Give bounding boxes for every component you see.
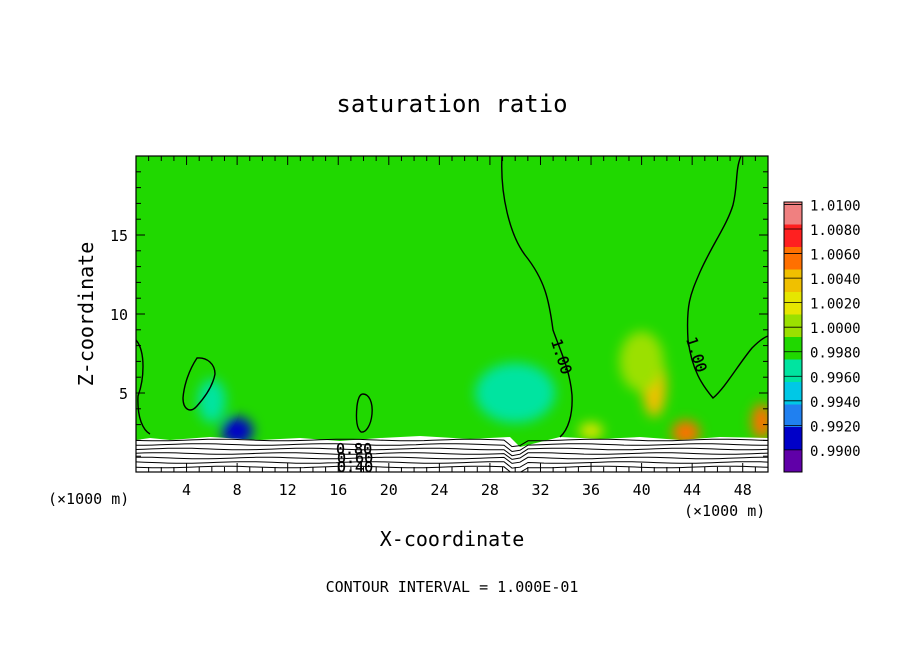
x-tick-label: 36 <box>582 481 600 499</box>
colorbar-swatch <box>784 314 802 338</box>
colorbar-swatch <box>784 449 802 473</box>
colorbar-swatch <box>784 269 802 293</box>
contour-interval-note: CONTOUR INTERVAL = 1.000E-01 <box>326 578 579 596</box>
terrain-contour-line <box>136 456 768 464</box>
colorbar-label: 0.9900 <box>810 444 861 460</box>
y-tick-label: 10 <box>110 306 128 324</box>
colorbar-swatch <box>784 292 802 315</box>
x-tick-label: 16 <box>329 481 347 499</box>
contour-closed-west <box>182 357 216 411</box>
y-axis-label: Z-coordinate <box>74 242 98 387</box>
contour-label-list: 1.00 1.00 0.80 0.60 0.40 <box>336 335 711 477</box>
colorbar-label: 0.9920 <box>810 419 861 435</box>
contour-left-edge <box>136 339 151 435</box>
colorbar-swatch <box>784 427 802 450</box>
x-tick-label: 24 <box>430 481 448 499</box>
colorbar-swatch <box>784 337 802 360</box>
terrain-contour-line <box>136 443 768 453</box>
colorbar-label: 1.0000 <box>810 321 861 337</box>
colorbar-swatch <box>784 247 802 270</box>
colorbar-frame <box>783 201 803 473</box>
field-feature <box>619 331 664 392</box>
terrain-contour-line <box>136 452 768 460</box>
field-feature <box>579 422 604 439</box>
field-feature <box>751 403 768 440</box>
field-feature <box>221 416 254 445</box>
contour-label: 0.60 <box>337 449 373 467</box>
x-tick-label: 44 <box>683 481 701 499</box>
terrain-contour-line <box>136 438 768 448</box>
y-tick-label: 15 <box>110 227 128 245</box>
terrain-contours <box>136 438 768 472</box>
x-tick-label: 48 <box>734 481 752 499</box>
colorbar-label: 1.0060 <box>810 248 861 264</box>
terrain-contour-line <box>136 447 768 457</box>
x-axis-label: X-coordinate <box>380 527 525 551</box>
contour-closed-mid <box>355 393 373 433</box>
colorbar-label: 1.0100 <box>810 198 861 214</box>
chart-title: saturation ratio <box>336 90 567 118</box>
colorbar-label: 1.0040 <box>810 272 861 288</box>
colorbar-label: 0.9960 <box>810 370 861 386</box>
contour-1-00-west <box>501 156 573 438</box>
y-axis: 5 10 15 <box>110 171 768 457</box>
x-tick-label: 12 <box>279 481 297 499</box>
x-axis: 4 8 12 16 20 24 28 32 36 40 44 48 <box>148 156 756 499</box>
field-feature <box>475 363 556 423</box>
contour-label: 0.80 <box>336 440 372 458</box>
x-unit-label-right: (×1000 m) <box>684 502 765 520</box>
y-tick-label: 5 <box>119 385 128 403</box>
colorbar-swatch <box>784 202 802 225</box>
colorbar-swatch <box>784 404 802 428</box>
x-unit-label-left: (×1000 m) <box>48 490 129 508</box>
field-feature <box>671 420 700 445</box>
plot-area <box>136 156 768 472</box>
terrain-contour-line <box>136 461 768 469</box>
contour-1-00-east <box>686 156 768 399</box>
x-tick-label: 40 <box>633 481 651 499</box>
x-tick-label: 8 <box>233 481 242 499</box>
colorbar-swatch <box>784 382 802 405</box>
colorbar-swatch <box>784 359 802 383</box>
x-tick-label: 20 <box>380 481 398 499</box>
colorbar-label: 1.0020 <box>810 297 861 313</box>
colorbar-swatch <box>784 224 802 248</box>
colorbar-label: 0.9940 <box>810 395 861 411</box>
x-tick-label: 4 <box>182 481 191 499</box>
contour-lines <box>136 156 768 438</box>
field-feature <box>197 378 226 423</box>
colorbar: 1.0100 1.0080 1.0060 1.0040 1.0020 1.0000 0.99… <box>783 198 861 473</box>
x-tick-label: 28 <box>481 481 499 499</box>
colorbar-label: 1.0080 <box>810 223 861 239</box>
contour-label: 0.40 <box>337 458 373 476</box>
x-tick-label: 32 <box>531 481 549 499</box>
colorbar-label: 0.9980 <box>810 346 861 362</box>
terrain-contour-line <box>136 465 768 472</box>
